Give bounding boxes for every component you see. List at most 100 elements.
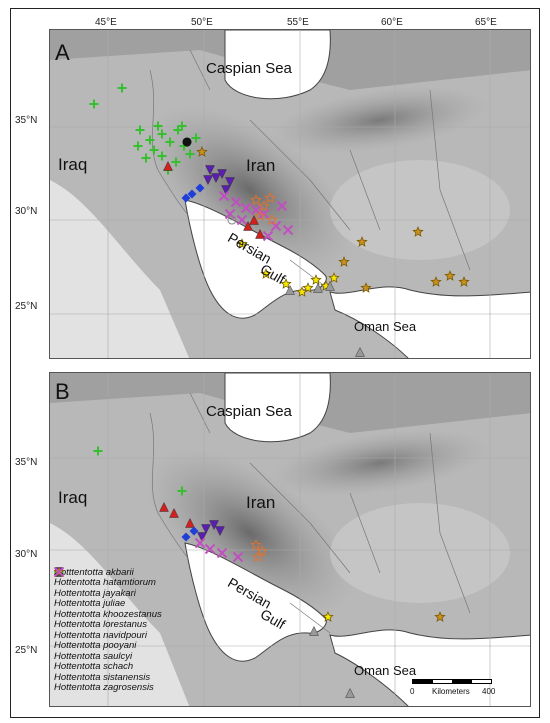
record-marker [189,526,199,536]
zagros-range-b [145,448,355,618]
legend-label: Hottentotta navidpouri [54,629,147,641]
lon-tick-65: 65°E [475,17,497,28]
legend-label: Hotttentotta akbarii [54,566,134,578]
record-marker [209,520,219,531]
lon-tick-45: 45°E [95,17,117,28]
records-b [93,446,446,698]
label-iran-a: Iran [246,156,276,175]
figure-frame: 45°E 50°E 55°E 60°E 65°E 35°N 30°N 25°N … [10,8,540,718]
species-legend: Hotttentotta akbarii Hottentotta hatamtio… [54,567,162,693]
legend-label: Hottentotta hatamtiorum [54,577,156,589]
record-marker [141,153,151,163]
legend-entry: Hottentotta lorestanus [54,567,162,631]
record-marker [250,194,262,205]
arabian-lowland-b [50,523,190,706]
record-marker [256,545,268,556]
record-marker [262,230,274,242]
legend-label: Hottentotta zagrosensis [54,682,154,694]
record-marker [196,145,208,157]
record-marker [282,224,294,236]
record-marker [355,346,365,357]
map-b-svg [50,373,530,706]
map-a-svg [50,30,530,358]
record-marker [195,183,205,193]
record-marker [345,687,355,698]
lat-tick-a-35: 35°N [15,115,38,126]
record-marker [177,121,187,131]
graticule [50,30,530,358]
record-marker [236,238,248,249]
borders-b [149,392,471,634]
lat-tick-b-30: 30°N [15,549,38,560]
record-marker [258,200,270,211]
legend-label: Hottentotta saulcyi [54,650,133,662]
legend-entry: Hottentotta sistanensis [54,567,162,683]
record-marker [296,286,308,297]
record-marker [360,282,372,293]
record-marker [177,486,187,496]
record-marker [159,501,169,512]
graticule-b [50,373,530,706]
record-marker [194,537,206,549]
legend-label: Hottentotta lorestanus [54,619,147,631]
record-marker [133,141,143,151]
record-marker [157,151,167,161]
records-a [89,83,470,357]
record-marker [302,282,314,293]
record-marker [250,539,262,550]
record-marker [325,280,335,291]
record-marker [434,611,446,622]
panel-letter-b: B [55,379,70,404]
record-marker [211,173,221,184]
persian-gulf-b [184,542,327,662]
scale-bar: 0 Kilometers 400 [408,679,498,703]
legend-label: Hottentotta pooyani [54,640,137,652]
label-oman-a: Oman Sea [354,319,417,334]
record-marker [157,129,167,139]
record-marker [252,551,264,562]
zagros-range [145,105,355,275]
record-marker [165,137,175,147]
record-marker [227,215,237,225]
record-marker [135,125,145,135]
legend-entry: Hotttentotta akbarii [54,567,162,578]
record-marker [203,175,213,186]
record-marker [243,220,253,231]
record-marker [254,210,266,221]
record-marker [258,208,270,220]
record-marker [205,165,215,176]
record-marker [216,547,228,559]
label-caspian-b: Caspian Sea [206,403,292,420]
record-marker [181,193,191,203]
record-marker [232,551,244,563]
oman-sea [329,286,530,358]
record-marker [93,446,103,456]
record-marker [181,532,191,542]
scale-bar-graphic [412,679,492,684]
record-marker [260,268,272,279]
lat-tick-a-30: 30°N [15,206,38,217]
caspian-sea [224,30,331,100]
record-marker [264,192,276,203]
scale-unit: Kilometers [432,687,470,696]
record-marker [117,83,127,93]
record-marker [458,276,470,287]
scale-zero: 0 [410,687,415,696]
lat-tick-a-25: 25°N [15,301,38,312]
record-marker [322,611,334,622]
oman-sea-b [329,629,530,706]
lon-tick-55: 55°E [287,17,309,28]
record-marker [240,202,252,214]
record-marker [204,543,216,555]
record-marker [197,532,207,543]
legend-label: Hottentotta juliae [54,598,126,610]
caspian-sea-b [224,373,331,443]
label-oman-b: Oman Sea [354,663,417,678]
label-iraq-a: Iraq [58,155,88,174]
record-marker [225,177,235,188]
map-panel-b: B Caspian Sea Iraq Iran Persian Gulf Oma… [49,372,531,707]
legend-entry: Hottentotta jayakari [54,567,162,599]
scale-max: 400 [482,687,496,696]
record-marker [249,214,259,225]
record-marker [255,228,265,239]
